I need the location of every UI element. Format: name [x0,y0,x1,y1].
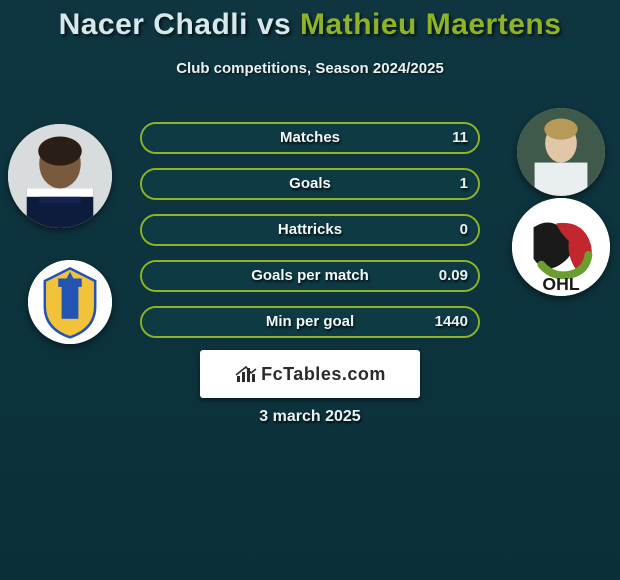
page-title: Nacer Chadli vs Mathieu Maertens [0,0,620,42]
stat-row-mpg: Min per goal 1440 [140,306,480,338]
stat-right-value: 11 [442,124,478,152]
title-player1: Nacer Chadli [59,8,248,41]
subtitle: Club competitions, Season 2024/2025 [0,60,620,77]
chart-icon [234,362,258,386]
brand-text: FcTables.com [261,364,386,385]
svg-text:OHL: OHL [542,274,579,294]
club1-badge [28,260,112,344]
brand-link[interactable]: FcTables.com [200,350,420,398]
stat-label: Goals per match [142,262,478,290]
title-vs: vs [257,8,291,41]
stats-block: Matches 11 Goals 1 Hattricks 0 Goals per… [140,122,480,352]
stat-right-value: 0.09 [429,262,478,290]
date-text: 3 march 2025 [0,408,620,426]
stat-row-gpm: Goals per match 0.09 [140,260,480,292]
title-player2: Mathieu Maertens [300,8,561,41]
stat-label: Matches [142,124,478,152]
stat-right-value: 1440 [425,308,478,336]
stat-label: Hattricks [142,216,478,244]
stat-row-hattricks: Hattricks 0 [140,214,480,246]
player1-avatar [8,124,112,228]
club2-badge: OHL [512,198,610,296]
stat-right-value: 1 [450,170,478,198]
stat-row-matches: Matches 11 [140,122,480,154]
stat-row-goals: Goals 1 [140,168,480,200]
stat-label: Goals [142,170,478,198]
stat-right-value: 0 [450,216,478,244]
player2-avatar [517,108,605,196]
